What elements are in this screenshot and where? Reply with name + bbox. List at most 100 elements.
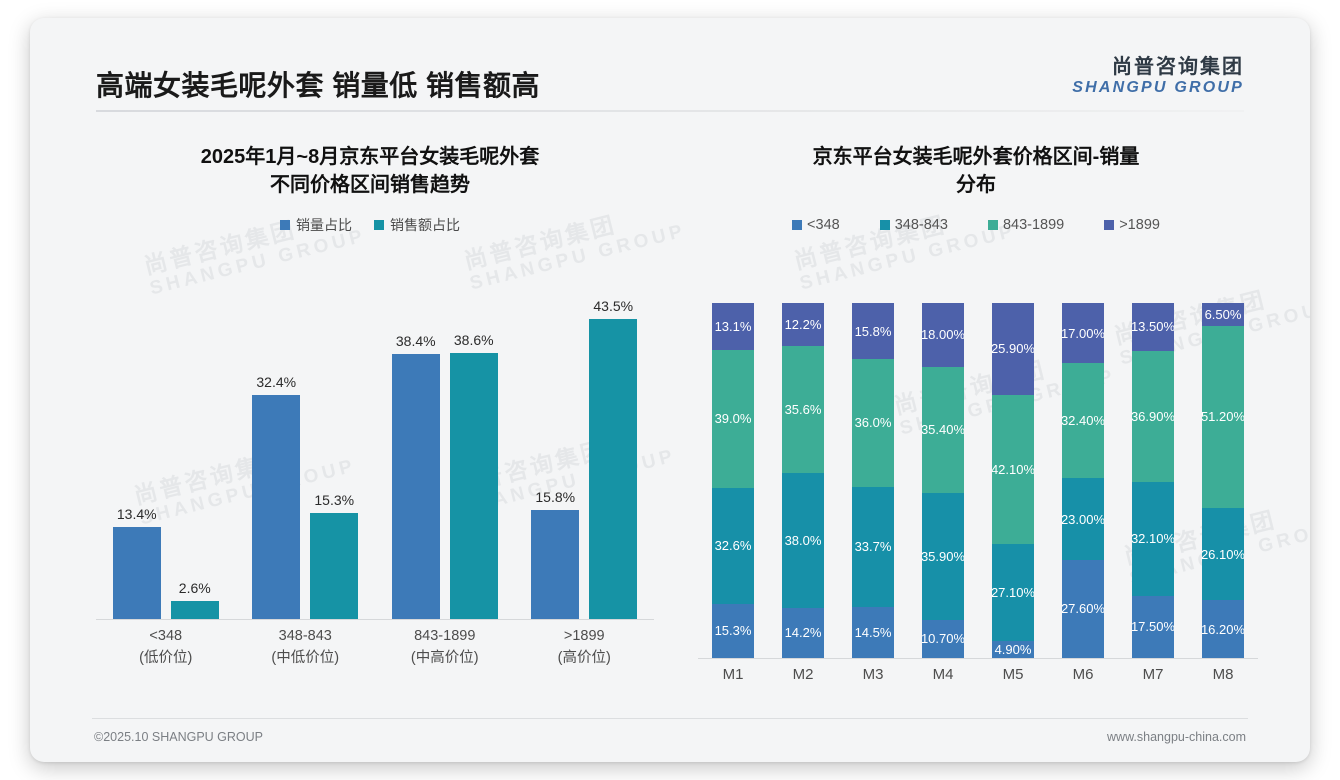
bar-column[interactable]: 13.4% xyxy=(112,274,161,619)
legend-item[interactable]: >1899 xyxy=(1104,217,1160,233)
stacked-bar[interactable]: 18.00% 35.40% 35.90% 10.70% xyxy=(922,303,964,658)
legend-item[interactable]: 销量占比 xyxy=(280,215,352,235)
stacked-bar[interactable]: 12.2% 35.6% 38.0% 14.2% xyxy=(782,303,824,658)
brand-logo: 尚普咨询集团 SHANGPU GROUP xyxy=(1072,56,1244,97)
segment-value-label: 17.00% xyxy=(1062,325,1104,341)
stacked-bar-segment[interactable]: 36.0% xyxy=(852,359,894,487)
stacked-bar-segment[interactable]: 42.10% xyxy=(992,394,1034,545)
stacked-bar-segment[interactable]: 33.7% xyxy=(852,486,894,607)
bar-group: 13.4% 2.6% xyxy=(96,274,236,619)
stacked-bar-segment[interactable]: 35.90% xyxy=(922,492,964,620)
bar[interactable] xyxy=(252,395,301,619)
bar[interactable] xyxy=(170,601,219,619)
segment-value-label: 17.50% xyxy=(1132,619,1174,635)
legend-label: 销售额占比 xyxy=(390,217,460,234)
stacked-bar-segment[interactable]: 26.10% xyxy=(1202,507,1244,601)
stacked-bar[interactable]: 13.50% 36.90% 32.10% 17.50% xyxy=(1132,303,1174,658)
legend-swatch-icon xyxy=(792,220,803,231)
left-chart-title-line2: 不同价格区间销售趋势 xyxy=(270,173,470,196)
x-axis-label: 348-843 (中低价位) xyxy=(236,626,376,670)
bar-column[interactable]: 38.6% xyxy=(449,274,498,619)
bar-column[interactable]: 2.6% xyxy=(170,274,219,619)
stacked-bar-segment[interactable]: 32.40% xyxy=(1062,363,1104,479)
bar[interactable] xyxy=(391,354,440,619)
bar[interactable] xyxy=(112,526,161,619)
bar-column[interactable]: 38.4% xyxy=(391,274,440,619)
stacked-bar[interactable]: 15.8% 36.0% 33.7% 14.5% xyxy=(852,303,894,658)
right-chart-plot: 13.1% 39.0% 32.6% 15.3% 12.2% 35.6% 38.0% 14.2%… xyxy=(698,303,1258,658)
legend-item[interactable]: <348 xyxy=(792,217,840,233)
x-axis-label-range: 348-843 xyxy=(278,628,332,644)
stacked-bar-segment[interactable]: 17.00% xyxy=(1062,303,1104,364)
stacked-bar-column[interactable]: 25.90% 42.10% 27.10% 4.90% xyxy=(978,303,1048,658)
stacked-bar-segment[interactable]: 18.00% xyxy=(922,303,964,367)
stacked-bar-segment[interactable]: 10.70% xyxy=(922,619,964,658)
segment-value-label: 27.60% xyxy=(1062,601,1104,617)
stacked-bar-segment[interactable]: 27.10% xyxy=(992,544,1034,641)
stacked-bar-column[interactable]: 18.00% 35.40% 35.90% 10.70% xyxy=(908,303,978,658)
x-axis-label-tier: (中高价位) xyxy=(410,649,479,666)
stacked-bar[interactable]: 25.90% 42.10% 27.10% 4.90% xyxy=(992,303,1034,658)
bar[interactable] xyxy=(449,352,498,619)
stacked-bar-segment[interactable]: 25.90% xyxy=(992,303,1034,395)
stacked-bar-column[interactable]: 15.8% 36.0% 33.7% 14.5% xyxy=(838,303,908,658)
stacked-bar-segment[interactable]: 13.1% xyxy=(712,303,754,350)
stacked-bar-segment[interactable]: 15.3% xyxy=(712,603,754,658)
stacked-bar-segment[interactable]: 15.8% xyxy=(852,303,894,360)
legend-item[interactable]: 843-1899 xyxy=(987,217,1064,233)
left-chart-panel: 2025年1月~8月京东平台女装毛呢外套 不同价格区间销售趋势 销量占比 销售额占… xyxy=(70,128,670,708)
right-chart-title-line1: 京东平台女装毛呢外套价格区间-销量 xyxy=(812,146,1140,168)
stacked-bar-segment[interactable]: 32.6% xyxy=(712,487,754,604)
right-chart-panel: 京东平台女装毛呢外套价格区间-销量 分布 <348 348-843 843-1899… xyxy=(678,128,1274,708)
stacked-bar[interactable]: 17.00% 32.40% 23.00% 27.60% xyxy=(1062,303,1104,658)
bar[interactable] xyxy=(531,509,580,619)
bar-column[interactable]: 32.4% xyxy=(252,274,301,619)
legend-swatch-icon xyxy=(879,220,890,231)
stacked-bar-segment[interactable]: 39.0% xyxy=(712,349,754,488)
logo-text-en: SHANGPU GROUP xyxy=(1072,79,1244,96)
stacked-bar-segment[interactable]: 36.90% xyxy=(1132,350,1174,482)
bar-value-label: 2.6% xyxy=(178,580,211,597)
stacked-bar-segment[interactable]: 35.40% xyxy=(922,366,964,493)
stacked-bar-segment[interactable]: 38.0% xyxy=(782,472,824,608)
stacked-bar-column[interactable]: 13.1% 39.0% 32.6% 15.3% xyxy=(698,303,768,658)
bar[interactable] xyxy=(589,318,638,619)
bar-column[interactable]: 15.8% xyxy=(531,274,580,619)
stacked-bar-segment[interactable]: 51.20% xyxy=(1202,326,1244,508)
bar[interactable] xyxy=(310,513,359,619)
stacked-bar[interactable]: 13.1% 39.0% 32.6% 15.3% xyxy=(712,303,754,658)
stacked-bar-segment[interactable]: 27.60% xyxy=(1062,560,1104,658)
bar-column[interactable]: 15.3% xyxy=(310,274,359,619)
stacked-bar-column[interactable]: 17.00% 32.40% 23.00% 27.60% xyxy=(1048,303,1118,658)
right-chart-title-line2: 分布 xyxy=(956,173,996,196)
legend-label: 348-843 xyxy=(894,217,948,234)
stacked-bar-column[interactable]: 12.2% 35.6% 38.0% 14.2% xyxy=(768,303,838,658)
x-axis-label: M8 xyxy=(1212,666,1234,683)
stacked-bar-segment[interactable]: 16.20% xyxy=(1202,600,1244,658)
footer-divider xyxy=(92,718,1248,719)
stacked-bar-column[interactable]: 13.50% 36.90% 32.10% 17.50% xyxy=(1118,303,1188,658)
stacked-bar[interactable]: 6.50% 51.20% 26.10% 16.20% xyxy=(1202,303,1244,658)
bar-value-label: 38.4% xyxy=(395,333,436,350)
bar-column[interactable]: 43.5% xyxy=(589,274,638,619)
segment-value-label: 32.10% xyxy=(1132,531,1174,547)
stacked-bar-segment[interactable]: 13.50% xyxy=(1132,303,1174,351)
stacked-bar-segment[interactable]: 6.50% xyxy=(1202,303,1244,327)
stacked-bar-segment[interactable]: 35.6% xyxy=(782,346,824,473)
stacked-bar-column[interactable]: 6.50% 51.20% 26.10% 16.20% xyxy=(1188,303,1258,658)
stacked-bar-segment[interactable]: 12.2% xyxy=(782,303,824,347)
stacked-bar-segment[interactable]: 14.2% xyxy=(782,607,824,658)
grouped-bar-groups: 13.4% 2.6% 32.4% 15.3% 38.4% 38.6% 15.8% 43.5% xyxy=(96,274,654,619)
legend-item[interactable]: 销售额占比 xyxy=(374,215,460,235)
stacked-bar-segment[interactable]: 32.10% xyxy=(1132,481,1174,596)
stacked-bar-segment[interactable]: 14.5% xyxy=(852,606,894,658)
segment-value-label: 32.40% xyxy=(1062,413,1104,429)
right-chart-title: 京东平台女装毛呢外套价格区间-销量 分布 xyxy=(678,128,1274,199)
segment-value-label: 15.8% xyxy=(854,323,892,339)
x-axis-label-range: 843-1899 xyxy=(414,628,476,644)
stacked-bar-segment[interactable]: 4.90% xyxy=(992,640,1034,658)
stacked-bar-segment[interactable]: 17.50% xyxy=(1132,595,1174,658)
legend-item[interactable]: 348-843 xyxy=(879,217,948,234)
stacked-bar-segment[interactable]: 23.00% xyxy=(1062,478,1104,560)
segment-value-label: 12.2% xyxy=(784,317,822,333)
